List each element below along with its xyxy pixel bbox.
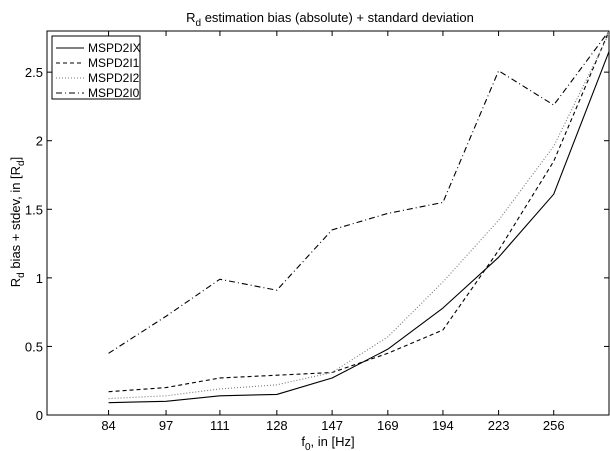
x-tick-label: 223 [488,418,510,433]
legend-label-mspd2i1: MSPD2I1 [88,56,140,70]
axis-ticks: 0 0.5 1 1.5 2 2.5 84 97 111 128 147 169 194 223 256 [25,31,609,433]
y-tick-label: 2 [36,134,43,149]
legend-label-mspd2i0: MSPD2I0 [88,86,140,100]
y-tick-label: 2.5 [25,65,43,80]
y-axis-label: Rd bias + stdev, in [Rd] [8,157,27,287]
x-tick-label: 111 [210,418,230,433]
x-tick-label: 97 [159,418,173,433]
y-tick-label: 1 [36,271,43,286]
series-line-mspd2ix [108,51,610,404]
y-tick-label: 0.5 [25,339,43,354]
y-tick-label: 0 [36,408,43,423]
chart-title: Rd estimation bias (absolute) + standard… [186,10,474,29]
x-tick-label: 194 [432,418,454,433]
y-tick-label: 1.5 [25,202,43,217]
x-tick-label: 128 [266,418,288,433]
x-tick-label: 169 [377,418,399,433]
series-lines [108,30,610,404]
x-tick-label: 84 [101,418,115,433]
legend-label-mspd2i2: MSPD2I2 [88,71,140,85]
series-line-mspd2i2 [108,33,610,400]
x-tick-label: 147 [321,418,343,433]
x-tick-label: 256 [543,418,565,433]
legend-box [51,35,141,100]
legend-label-mspd2ix: MSPD2IX [88,41,141,55]
series-line-mspd2i0 [108,30,610,354]
series-line-mspd2i1 [108,30,610,393]
x-axis-label: f0, in [Hz] [301,434,354,451]
